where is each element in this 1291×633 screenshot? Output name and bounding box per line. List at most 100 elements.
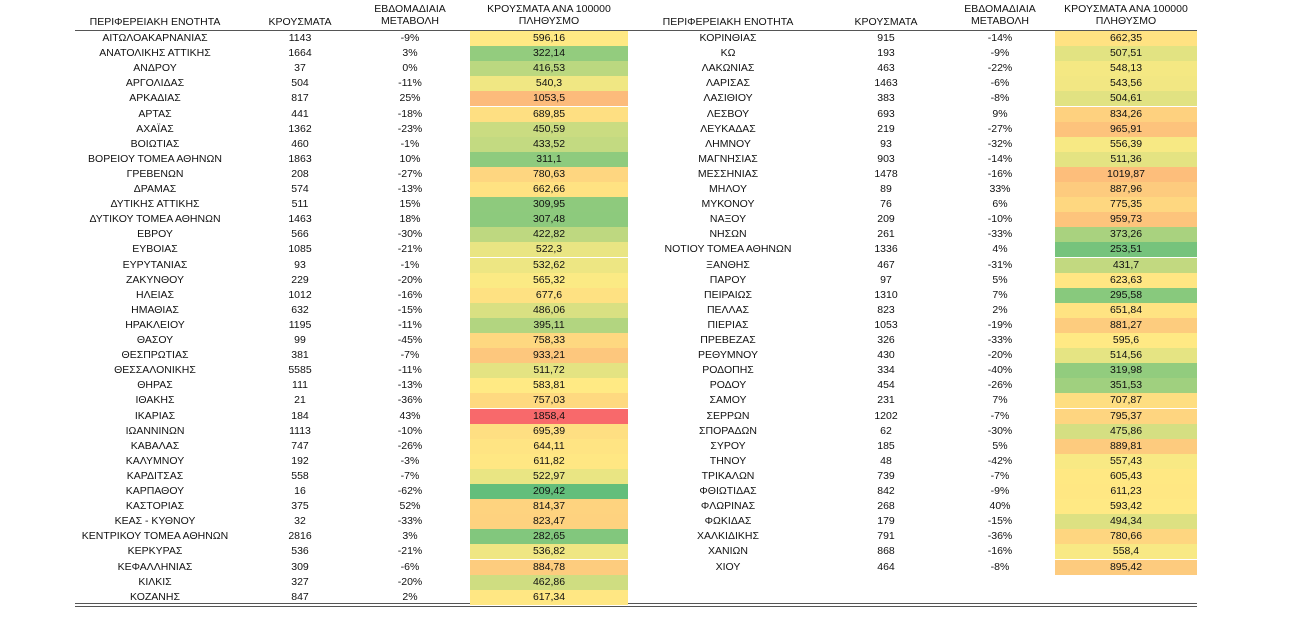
cases: 454 [877,379,895,392]
weekly-change: -23% [397,122,423,135]
weekly-change: 2% [402,590,418,603]
weekly-change: 5% [992,273,1008,286]
cases: 693 [877,107,895,120]
cases-per-100k: 1858,4 [470,408,628,424]
cases: 326 [877,334,895,346]
cases: 327 [291,575,309,588]
cases: 441 [291,107,309,120]
weekly-change: -3% [400,454,420,467]
cases-per-100k: 887,96 [1055,182,1197,197]
cases: 1053 [874,318,898,331]
region-name: ΝΑΞΟΥ [709,213,747,226]
region-name: ΗΡΑΚΛΕΙΟΥ [125,318,185,331]
cases-per-100k: 795,37 [1055,408,1197,424]
region-name: ΘΕΣΠΡΩΤΙΑΣ [121,349,189,362]
region-name: ΚΩ [720,47,736,60]
region-name: ΑΡΚΑΔΙΑΣ [129,92,181,105]
cases: 817 [291,92,309,105]
cases: 1362 [288,122,312,135]
region-name: ΤΡΙΚΑΛΩΝ [701,469,755,482]
region-name: ΕΥΡΥΤΑΝΙΑΣ [122,258,188,271]
weekly-change: -9% [400,32,420,44]
cases-per-100k: 540,3 [470,76,628,92]
weekly-change: 15% [399,198,421,211]
cases-per-100k: 775,35 [1055,197,1197,213]
cases: 536 [291,545,309,558]
cases-per-100k: 677,6 [470,287,628,303]
cases-per-100k: 823,47 [470,514,628,530]
cases: 1664 [288,47,312,60]
cases: 463 [877,62,895,75]
weekly-change: -9% [990,485,1010,497]
region-name: ΔΥΤΙΚΗΣ ΑΤΤΙΚΗΣ [110,198,200,211]
cases-per-100k: 558,4 [1055,544,1197,560]
region-name: ΘΑΣΟΥ [136,334,174,346]
weekly-change: -22% [987,62,1013,75]
cases: 1863 [288,152,312,165]
cases: 1463 [288,213,312,226]
column-header: ΠΕΡΙΦΕΡΕΙΑΚΗ ΕΝΟΤΗΤΑ [89,16,221,28]
weekly-change: 43% [399,409,421,422]
weekly-change: -15% [397,303,423,316]
cases-per-100k: 395,11 [470,317,628,333]
cases-per-100k: 814,37 [470,499,628,515]
region-name: ΦΛΩΡΙΝΑΣ [700,500,756,513]
cases-per-100k: 965,91 [1055,121,1197,137]
column-header: ΕΒΔΟΜΑΔΙΑΙΑ ΜΕΤΑΒΟΛΗ [964,3,1036,27]
weekly-change: -19% [987,318,1013,331]
cases: 1478 [874,167,898,180]
cases-per-100k: 548,13 [1055,61,1197,77]
region-name: ΑΡΓΟΛΙΔΑΣ [125,77,185,90]
cases: 99 [294,334,306,346]
cases: 375 [291,500,309,513]
cases-per-100k: 309,95 [470,197,628,213]
cases-per-100k: 532,62 [470,257,628,273]
weekly-change: -30% [987,424,1013,437]
weekly-change: 18% [399,213,421,226]
weekly-change: -7% [400,349,420,362]
cases: 823 [877,303,895,316]
cases-per-100k: 689,85 [470,106,628,122]
cases-per-100k: 422,82 [470,227,628,243]
cases-per-100k: 623,63 [1055,272,1197,288]
region-name: ΝΗΣΩΝ [709,228,747,241]
weekly-change: -27% [397,167,423,180]
cases: 1336 [874,243,898,256]
cases: 111 [292,379,308,392]
weekly-change: -20% [397,575,423,588]
weekly-change: -8% [990,92,1010,105]
cases: 1143 [288,32,312,44]
weekly-change: -10% [987,213,1013,226]
weekly-change: 10% [399,152,421,165]
cases: 5585 [288,364,312,377]
weekly-change: -13% [397,379,423,392]
region-name: ΤΗΝΟΥ [709,454,747,467]
region-name: ΘΗΡΑΣ [137,379,173,392]
weekly-change: -11% [398,77,422,90]
cases: 76 [880,198,892,211]
region-name: ΧΑΝΙΩΝ [708,545,748,558]
weekly-change: 52% [399,500,421,513]
region-name: ΔΥΤΙΚΟΥ ΤΟΜΕΑ ΑΘΗΝΩΝ [89,213,221,226]
column-header: ΚΡΟΥΣΜΑΤΑ [268,16,332,28]
region-name: ΑΡΤΑΣ [138,107,172,120]
weekly-change: -33% [987,228,1013,241]
cases-per-100k: 416,53 [470,61,628,77]
weekly-change: 33% [989,183,1011,195]
weekly-change: -11% [398,318,422,331]
weekly-change: -15% [987,515,1013,528]
weekly-change: -1% [400,258,420,271]
column-header: ΚΡΟΥΣΜΑΤΑ [854,16,918,28]
cases-per-100k: 611,82 [470,453,628,469]
cases-per-100k: 543,56 [1055,76,1197,92]
cases: 1195 [288,318,312,331]
cases-per-100k: 662,66 [470,182,628,197]
cases-per-100k: 351,53 [1055,378,1197,394]
region-name: ΧΑΛΚΙΔΙΚΗΣ [697,530,759,543]
header-rule [75,30,1197,31]
cases: 16 [294,485,306,497]
weekly-change: 5% [992,439,1008,452]
cases-per-100k: 450,59 [470,121,628,137]
cases-per-100k: 933,21 [470,348,628,364]
